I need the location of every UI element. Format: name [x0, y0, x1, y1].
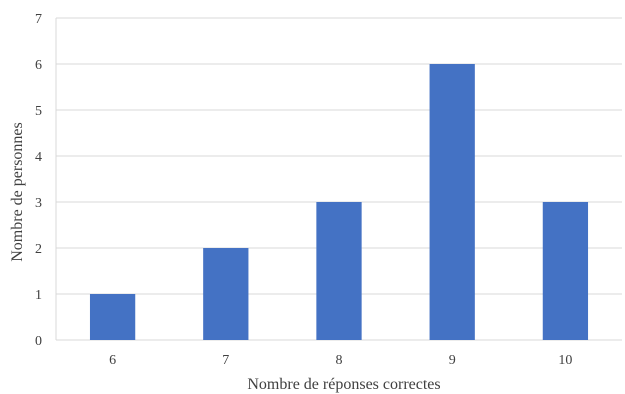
bar-8	[316, 202, 362, 340]
x-tick-label: 9	[449, 353, 456, 368]
y-tick-label: 4	[35, 150, 42, 165]
bar-7	[203, 248, 249, 340]
x-axis-ticks: 6 7 8 9 10	[109, 353, 572, 368]
x-tick-label: 7	[222, 353, 229, 368]
y-tick-label: 7	[35, 12, 42, 27]
bars	[89, 64, 589, 340]
y-axis-ticks: 0 1 2 3 4 5 6 7	[35, 12, 42, 349]
bar-10	[542, 202, 589, 340]
y-tick-label: 5	[35, 104, 42, 119]
x-tick-label: 6	[109, 353, 116, 368]
y-tick-label: 0	[35, 334, 42, 349]
y-axis-label: Nombre de personnes	[9, 122, 26, 262]
bar-6	[89, 294, 136, 340]
bar-9	[429, 64, 475, 340]
y-tick-label: 6	[35, 58, 42, 73]
y-tick-label: 2	[35, 242, 42, 257]
x-axis-label: Nombre de réponses correctes	[247, 376, 440, 393]
y-tick-label: 1	[35, 288, 42, 303]
x-tick-label: 8	[336, 353, 343, 368]
x-tick-label: 10	[558, 353, 572, 368]
y-tick-label: 3	[35, 196, 42, 211]
